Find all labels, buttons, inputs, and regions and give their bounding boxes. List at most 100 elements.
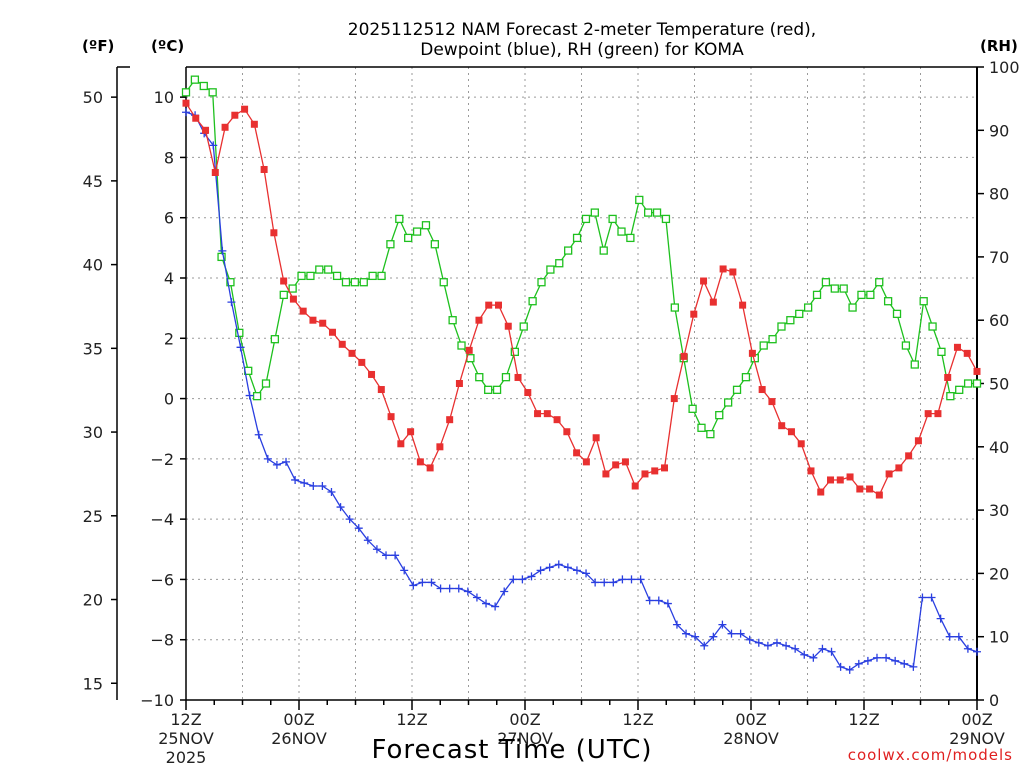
temperature-point [846, 473, 854, 481]
rh-point [901, 341, 911, 350]
celsius-tick-label: 8 [164, 148, 174, 167]
dewpoint-point [318, 481, 327, 490]
celsius-tick-label: −10 [140, 691, 174, 710]
temperature-point [934, 410, 942, 418]
dewpoint-point [391, 551, 400, 560]
rh-point [803, 303, 813, 312]
rh-point [635, 195, 644, 205]
dewpoint-point [463, 587, 472, 596]
temperature-point [924, 410, 932, 418]
dewpoint-point [527, 572, 536, 581]
rh-point [484, 385, 493, 394]
dewpoint-point [400, 566, 409, 575]
dewpoint-point [700, 641, 709, 650]
dewpoint-point [763, 641, 772, 650]
temperature-point [211, 169, 219, 176]
temperature-point [231, 111, 239, 119]
rh-tick-label: 90 [989, 121, 1009, 140]
dewpoint-point [782, 641, 791, 650]
dewpoint-point [545, 563, 554, 572]
rh-tick-label: 0 [989, 691, 999, 710]
rh-point [830, 284, 839, 293]
temperature-point [641, 470, 649, 478]
celsius-tick-label: 6 [164, 209, 174, 228]
temperature-point [631, 482, 639, 490]
dewpoint-point [409, 581, 418, 590]
dewpoint-point [927, 593, 936, 602]
dewpoint-point [772, 638, 781, 647]
dewpoint-point [582, 569, 591, 578]
dewpoint-point [718, 620, 727, 629]
dewpoint-point [272, 460, 281, 469]
rh-point [644, 208, 653, 217]
rh-point [955, 385, 964, 394]
rh-point [723, 398, 733, 407]
temperature-point [260, 165, 268, 173]
rh-tick-label: 100 [989, 58, 1020, 77]
rh-point [181, 88, 191, 97]
temperature-point [319, 319, 327, 327]
temperature-point [358, 358, 366, 366]
rh-point [848, 303, 857, 312]
dewpoint-point [291, 475, 300, 484]
temperature-point [817, 488, 825, 496]
rh-point [332, 271, 342, 281]
dewpoint-point [345, 515, 354, 524]
dewpoint-point [372, 545, 381, 554]
dewpoint-point [800, 650, 809, 659]
dewpoint-point [745, 635, 754, 644]
rh-point [279, 290, 288, 300]
temperature-point [905, 452, 913, 460]
celsius-tick-label: 2 [164, 329, 174, 348]
rh-point [510, 347, 519, 357]
dewpoint-point [727, 629, 736, 638]
dewpoint-point [482, 599, 491, 608]
celsius-tick-label: −4 [150, 510, 174, 529]
rh-point [892, 309, 902, 319]
rh-point [697, 423, 706, 432]
dewpoint-point [845, 665, 854, 674]
temperature-point [377, 386, 385, 394]
temperature-point [416, 458, 424, 466]
chart-title-line2: Dewpoint (blue), RH (green) for KOMA [420, 40, 744, 60]
dewpoint-point [909, 662, 918, 671]
dewpoint-point [736, 629, 745, 638]
temperature-point [973, 367, 981, 375]
temperature-point [397, 440, 405, 448]
rh-point [199, 81, 208, 91]
dewpoint-point [518, 575, 527, 584]
fahrenheit-tick-label: 25 [83, 507, 103, 526]
rh-point [457, 341, 466, 350]
dewpoint-point [418, 578, 427, 587]
dewpoint-point [454, 584, 463, 593]
x-tick-label-time: 12Z [622, 710, 653, 729]
x-tick-label-time: 00Z [961, 710, 992, 729]
dewpoint-point [827, 647, 836, 656]
rh-point [270, 335, 280, 344]
fahrenheit-tick-label: 30 [83, 423, 103, 442]
dewpoint-point [600, 578, 609, 587]
rh-point [297, 271, 306, 281]
temperature-point [719, 265, 727, 273]
x-tick-label-date: 29NOV [949, 729, 1005, 748]
temperature-point [621, 458, 629, 466]
rh-point [208, 88, 217, 97]
dewpoint-point [436, 584, 445, 593]
dewpoint-point [254, 430, 263, 439]
rh-point [715, 410, 724, 420]
temperature-point [494, 301, 502, 309]
temperature-point [250, 120, 258, 128]
fahrenheit-tick-label: 15 [83, 674, 103, 693]
temperature-point [592, 434, 600, 442]
dewpoint-point [709, 632, 718, 641]
rh-point [350, 278, 360, 287]
temperature-point [729, 268, 737, 276]
dewpoint-point [654, 596, 663, 605]
temperature-point [748, 349, 756, 357]
dewpoint-point [854, 659, 863, 668]
dewpoint-point [427, 578, 436, 587]
x-tick-label-year: 2025 [166, 748, 207, 767]
rh-point [412, 227, 422, 236]
unit-fahrenheit-label: (ºF) [82, 37, 114, 55]
rh-point [928, 322, 937, 331]
